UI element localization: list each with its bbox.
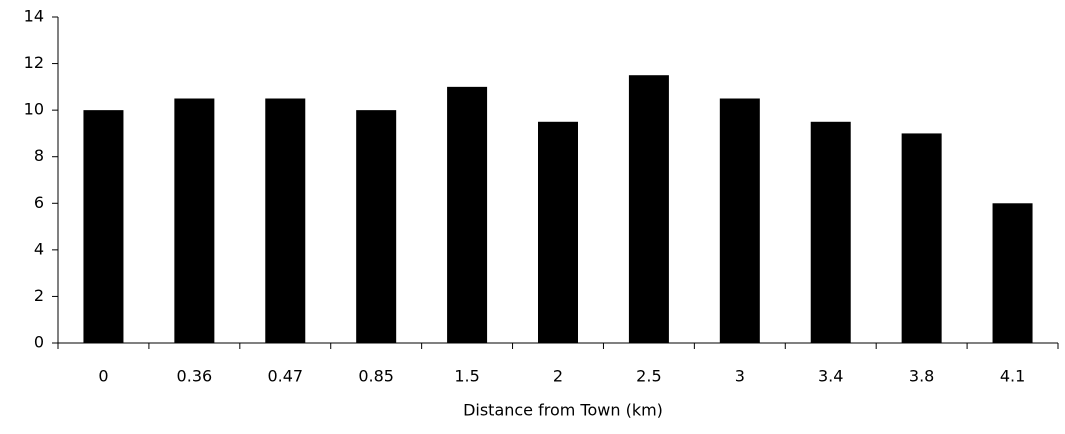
bar [174, 98, 215, 343]
x-axis-label: Distance from Town (km) [463, 401, 663, 420]
x-tick-label: 3.4 [818, 367, 843, 386]
x-tick-label: 3 [735, 367, 745, 386]
y-tick-label: 8 [34, 146, 44, 165]
y-tick-label: 0 [34, 333, 44, 352]
y-tick-label: 12 [24, 53, 44, 72]
x-tick-label: 0 [98, 367, 108, 386]
bar [447, 86, 488, 343]
bar [265, 98, 306, 343]
bar [992, 203, 1033, 343]
bar [810, 121, 851, 344]
x-tick-label: 2.5 [636, 367, 661, 386]
y-tick-label: 6 [34, 193, 44, 212]
y-tick-label: 2 [34, 286, 44, 305]
y-tick-label: 4 [34, 239, 44, 258]
x-tick-label: 0.47 [267, 367, 303, 386]
x-tick-label: 1.5 [454, 367, 479, 386]
x-tick-label: 0.36 [177, 367, 213, 386]
y-tick-label: 14 [24, 7, 44, 26]
bar [538, 121, 578, 344]
bar [83, 110, 124, 344]
bar [628, 75, 669, 343]
x-tick-label: 0.85 [358, 367, 394, 386]
bar [901, 133, 942, 343]
x-tick-label: 4.1 [1000, 367, 1025, 386]
x-tick-label: 2 [553, 367, 563, 386]
bar [356, 110, 397, 344]
y-tick-label: 10 [24, 100, 44, 119]
bar [719, 98, 760, 343]
x-tick-label: 3.8 [909, 367, 934, 386]
